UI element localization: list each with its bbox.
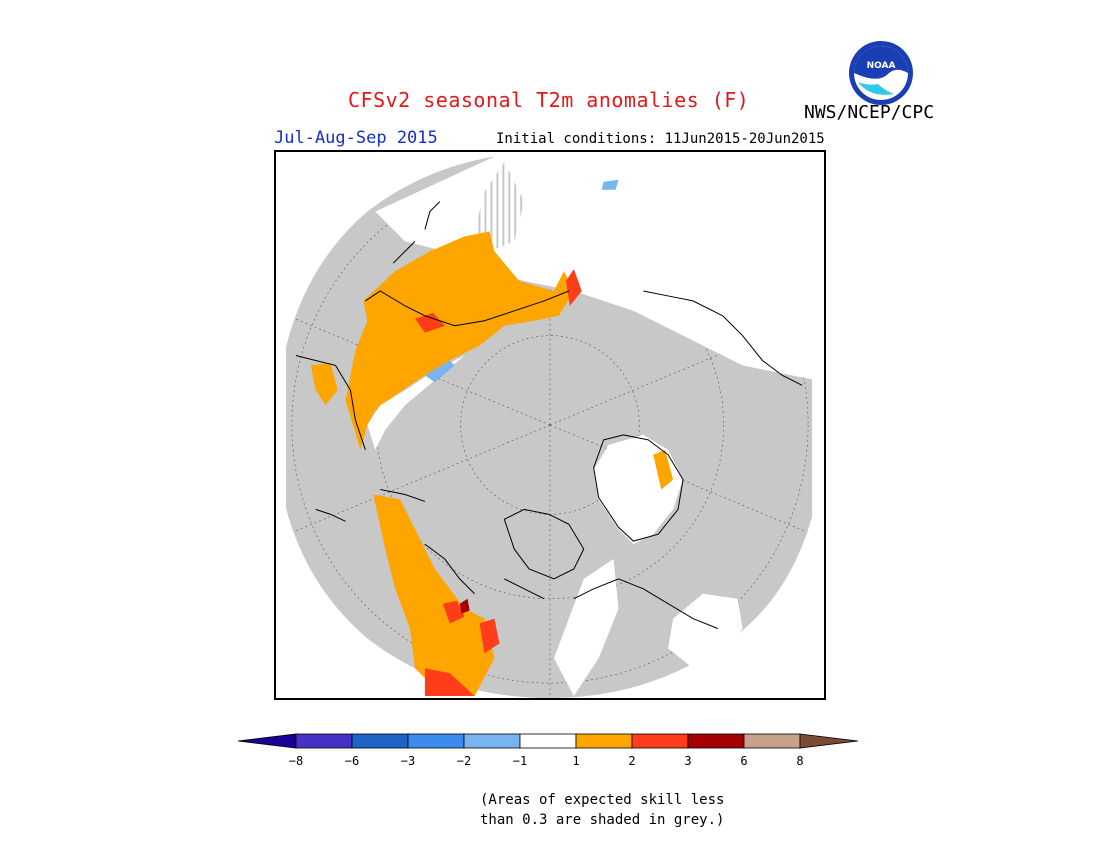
colorbar-swatch <box>351 733 409 749</box>
warm-2-3-patch-mediterranean <box>424 668 475 697</box>
coastlines <box>295 201 803 629</box>
colorbar-swatch <box>295 733 353 749</box>
colorbar-tick-label: 3 <box>684 754 692 768</box>
warm-2-3-patch-canada <box>414 312 445 333</box>
polar-anomaly-map <box>274 150 826 700</box>
noaa-logo-text: NOAA <box>867 61 896 71</box>
noaa-logo-bird <box>854 46 908 79</box>
outside-hemisphere-bottom-left <box>276 449 550 698</box>
noaa-logo-wave <box>858 82 894 95</box>
colorbar-arrow-low <box>238 733 297 749</box>
colorbar-swatch <box>687 733 745 749</box>
outside-edge-right <box>812 152 824 698</box>
colorbar-tick-label: 1 <box>572 754 580 768</box>
coastline-arctic-islands <box>503 508 585 580</box>
warm-anomaly-greenland <box>653 449 674 490</box>
skill-note-line2: than 0.3 are shaded in grey.) <box>480 812 725 828</box>
colorbar-swatch <box>463 733 521 749</box>
latitude-circle <box>291 166 809 684</box>
initial-conditions-label: Initial conditions: 11Jun2015-20Jun2015 <box>496 131 825 147</box>
warm-2-3-patch-eurasia <box>479 618 500 654</box>
warm-2-3-patch-europe <box>442 600 465 624</box>
colorbar-arrow-high <box>799 733 859 749</box>
colorbar-tick-label: −6 <box>344 754 360 768</box>
coastline-greenland <box>593 434 684 542</box>
colorbar-swatch <box>407 733 465 749</box>
colorbar-swatch <box>743 733 801 749</box>
outside-hemisphere-top <box>276 152 824 411</box>
outside-hemisphere-bottom-right <box>550 449 824 698</box>
colorbar-tick-label: 6 <box>740 754 748 768</box>
colorbar-tick-label: −3 <box>400 754 416 768</box>
map-title: CFSv2 seasonal T2m anomalies (F) <box>348 88 750 112</box>
colorbar-tick-label: −2 <box>456 754 472 768</box>
near-normal-europe <box>553 559 619 697</box>
near-normal-siberia <box>668 593 743 669</box>
warm-2-3-patch-alaska <box>565 269 582 306</box>
colorbar-swatch <box>519 733 577 749</box>
organization-label: NWS/NCEP/CPC <box>804 102 935 123</box>
color-scale-bar <box>238 733 859 749</box>
warm-anomaly-alaska-canada <box>345 231 574 450</box>
outside-edge-left <box>276 152 286 698</box>
colorbar-tick-label: 8 <box>796 754 804 768</box>
warm-anomaly-europe <box>373 494 495 697</box>
cool-anomaly-patch-north <box>601 179 619 190</box>
coastline <box>643 290 803 386</box>
colorbar-swatch <box>631 733 689 749</box>
coastline <box>365 290 570 327</box>
cool-anomaly-patch <box>424 360 455 383</box>
colorbar-tick-label: 2 <box>628 754 636 768</box>
warm-anomaly-west-coast <box>310 362 338 406</box>
coastline <box>573 578 718 629</box>
colorbar-swatch <box>575 733 633 749</box>
near-normal-strip <box>367 355 465 450</box>
coastline <box>392 201 441 264</box>
warm-3-6-patch <box>459 598 470 614</box>
colorbar-tick-label: −8 <box>288 754 304 768</box>
noaa-logo: NOAA <box>849 41 913 105</box>
season-label: Jul-Aug-Sep 2015 <box>274 128 438 148</box>
coastline <box>424 543 545 600</box>
colorbar-tick-label: −1 <box>512 754 528 768</box>
coastline <box>295 355 366 450</box>
coastline <box>315 489 426 522</box>
skill-note-line1: (Areas of expected skill less <box>480 792 725 808</box>
mixed-mask-region <box>474 161 525 252</box>
latitude-circle <box>375 250 725 600</box>
